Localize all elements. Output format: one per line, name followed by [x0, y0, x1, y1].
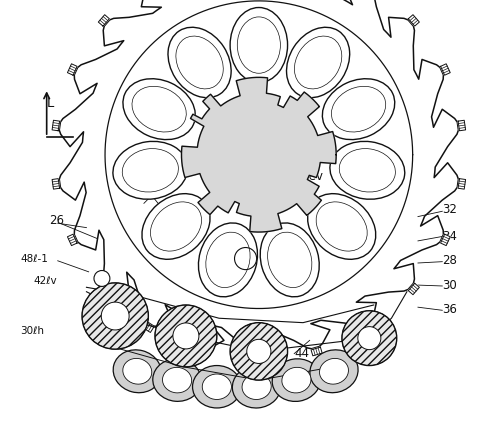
- Ellipse shape: [162, 367, 192, 393]
- Ellipse shape: [113, 141, 188, 199]
- Polygon shape: [59, 0, 458, 356]
- Polygon shape: [52, 179, 60, 189]
- Text: 36: 36: [442, 303, 457, 316]
- Text: 30ℓh: 30ℓh: [20, 327, 44, 336]
- Ellipse shape: [308, 194, 376, 259]
- Polygon shape: [68, 234, 77, 246]
- Text: L: L: [46, 97, 54, 110]
- Circle shape: [247, 339, 271, 363]
- Ellipse shape: [113, 350, 162, 393]
- Text: 48ℓ-1: 48ℓ-1: [20, 254, 48, 263]
- Ellipse shape: [320, 358, 348, 384]
- Polygon shape: [196, 347, 206, 356]
- Text: 32: 32: [442, 203, 457, 217]
- Text: 34: 34: [442, 230, 457, 243]
- Ellipse shape: [330, 141, 405, 199]
- Polygon shape: [68, 64, 77, 75]
- Circle shape: [102, 302, 129, 330]
- Circle shape: [358, 327, 381, 350]
- Ellipse shape: [286, 27, 350, 98]
- Polygon shape: [98, 15, 110, 26]
- Ellipse shape: [322, 79, 394, 140]
- Text: 30: 30: [442, 278, 457, 292]
- Ellipse shape: [230, 8, 287, 83]
- Polygon shape: [440, 234, 450, 246]
- Ellipse shape: [168, 27, 231, 98]
- Circle shape: [173, 323, 199, 349]
- Text: 54: 54: [214, 152, 230, 166]
- Ellipse shape: [142, 194, 210, 259]
- Circle shape: [94, 271, 110, 286]
- Text: 42ℓv: 42ℓv: [34, 276, 57, 286]
- Ellipse shape: [123, 358, 152, 384]
- Text: 30ℓ: 30ℓ: [86, 305, 104, 314]
- Polygon shape: [142, 322, 154, 332]
- Polygon shape: [98, 283, 110, 295]
- Circle shape: [234, 248, 256, 270]
- Ellipse shape: [232, 366, 281, 408]
- Circle shape: [342, 311, 396, 366]
- Text: 24: 24: [138, 179, 152, 192]
- Polygon shape: [311, 347, 322, 356]
- Polygon shape: [408, 15, 420, 26]
- Ellipse shape: [282, 367, 311, 393]
- Ellipse shape: [153, 359, 202, 401]
- Ellipse shape: [198, 223, 258, 297]
- Polygon shape: [52, 120, 60, 131]
- Ellipse shape: [272, 359, 320, 401]
- Ellipse shape: [242, 374, 271, 400]
- Polygon shape: [440, 64, 450, 75]
- Ellipse shape: [260, 223, 320, 297]
- Ellipse shape: [123, 79, 196, 140]
- Polygon shape: [254, 357, 264, 363]
- Text: 28: 28: [442, 254, 457, 267]
- Ellipse shape: [202, 374, 232, 400]
- Circle shape: [230, 323, 287, 380]
- Circle shape: [82, 283, 148, 349]
- Polygon shape: [408, 283, 420, 295]
- Circle shape: [155, 305, 217, 367]
- Polygon shape: [458, 120, 466, 131]
- Text: 28ℓ: 28ℓ: [91, 327, 108, 336]
- Text: 44: 44: [294, 347, 309, 360]
- Ellipse shape: [192, 366, 241, 408]
- Polygon shape: [458, 179, 466, 189]
- Polygon shape: [364, 322, 376, 332]
- Polygon shape: [182, 77, 336, 232]
- Ellipse shape: [310, 350, 358, 393]
- Text: 26: 26: [49, 214, 64, 228]
- Text: 30ev: 30ev: [294, 170, 323, 183]
